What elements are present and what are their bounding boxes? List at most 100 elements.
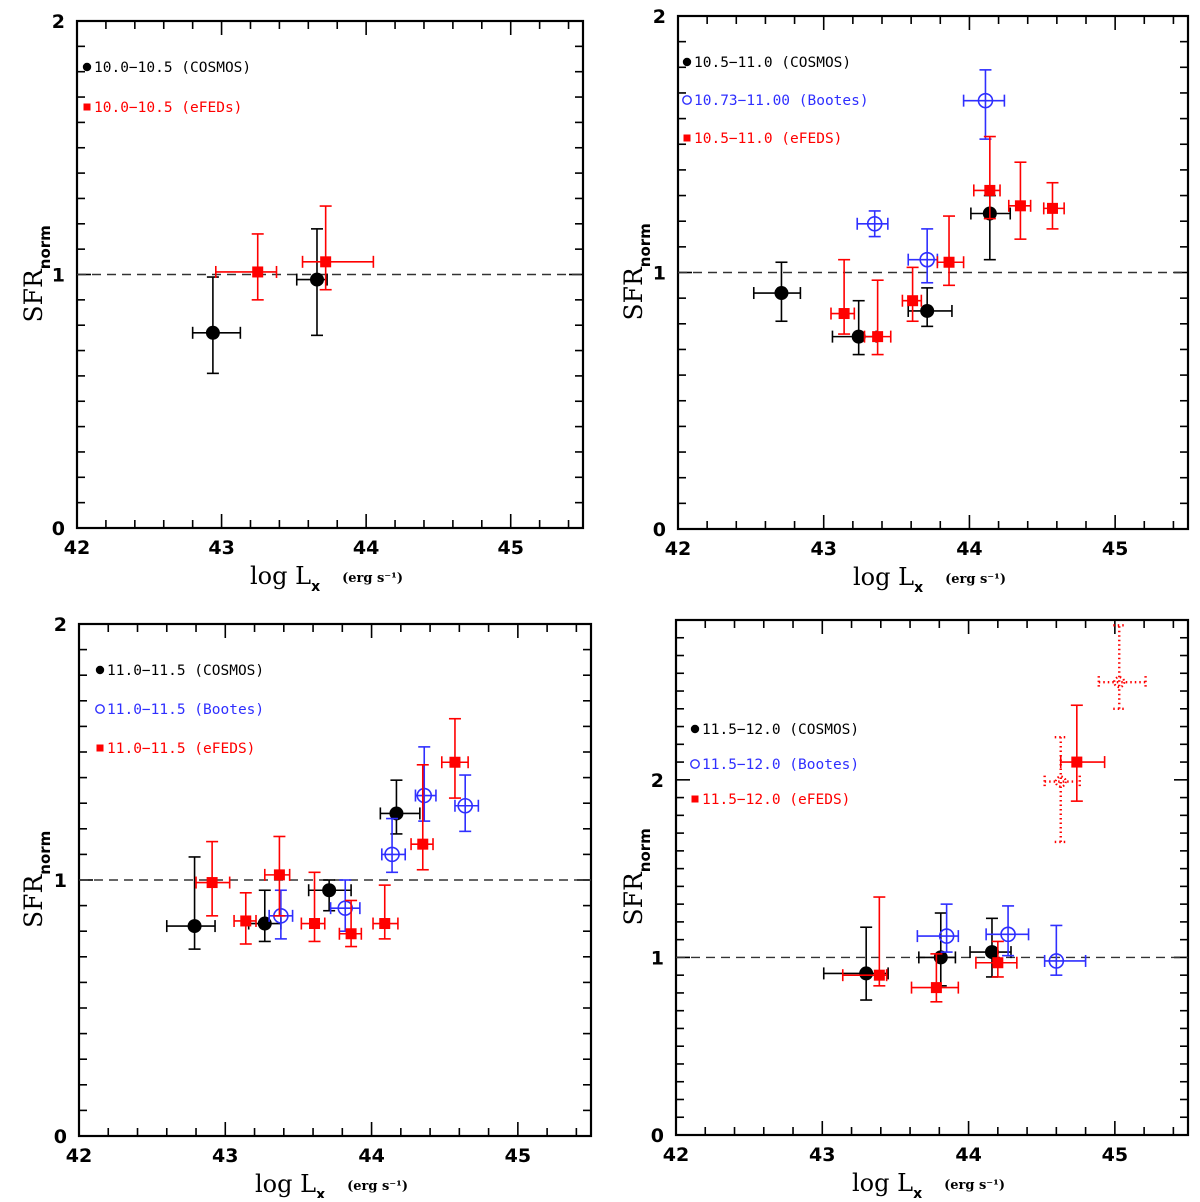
data-point xyxy=(307,879,352,912)
y-tick-label: 1 xyxy=(653,263,666,285)
legend-marker-filled-circle xyxy=(95,665,105,675)
marker-filled-circle xyxy=(322,883,337,898)
y-tick-label: 0 xyxy=(54,1126,67,1148)
y-tick-label: 0 xyxy=(653,519,666,541)
x-tick-label: 45 xyxy=(497,537,523,559)
data-point xyxy=(916,903,960,953)
data-point xyxy=(985,905,1030,957)
data-point xyxy=(856,210,889,238)
legend-marker-filled-circle xyxy=(690,724,700,734)
marker-filled-circle xyxy=(257,916,272,931)
marker-filled-square xyxy=(252,266,264,278)
legend-entry: 11.0−11.5 (Bootes) xyxy=(95,702,264,718)
marker-open-circle xyxy=(938,928,955,944)
legend-entry: 11.0−11.5 (eFEDS) xyxy=(96,741,255,757)
marker-open-circle xyxy=(866,215,883,232)
legend-label: 10.0−10.5 (COSMOS) xyxy=(94,60,251,76)
legend-label: 10.5−11.0 (eFEDS) xyxy=(694,131,842,147)
data-point xyxy=(233,891,257,945)
y-tick-label: 1 xyxy=(54,870,67,892)
marker-filled-circle xyxy=(309,272,324,287)
data-point xyxy=(454,774,480,833)
axis-ticks xyxy=(675,619,1188,1136)
x-tick-label: 43 xyxy=(810,538,836,560)
marker-filled-circle xyxy=(389,806,404,821)
legend-marker-filled-circle xyxy=(682,57,692,67)
legend-entry: 10.5−11.0 (COSMOS) xyxy=(682,55,851,71)
x-tick-label: 44 xyxy=(955,1144,981,1166)
marker-open-circle xyxy=(977,92,994,109)
data-point xyxy=(295,228,328,337)
legend-entry: 11.5−12.0 (Bootes) xyxy=(690,757,859,773)
marker-filled-square xyxy=(930,982,942,994)
series-2 xyxy=(830,135,1065,356)
x-tick-label: 42 xyxy=(663,1144,689,1166)
marker-dotted-circle xyxy=(1054,775,1067,788)
x-axis-label: log Lx(erg s⁻¹) xyxy=(853,563,1006,596)
legend-entry: 10.0−10.5 (COSMOS) xyxy=(82,60,251,76)
marker-filled-square xyxy=(1071,756,1083,768)
data-point xyxy=(268,889,294,940)
data-point xyxy=(191,276,242,375)
data-point xyxy=(414,746,437,822)
marker-filled-circle xyxy=(984,945,999,960)
marker-filled-circle xyxy=(859,966,874,981)
data-point xyxy=(372,884,399,940)
series-1 xyxy=(268,746,480,940)
series-2 xyxy=(195,717,469,948)
data-point xyxy=(1043,736,1081,844)
data-point xyxy=(1043,924,1087,976)
x-tick-label: 44 xyxy=(353,537,379,559)
data-point xyxy=(901,266,923,323)
x-tick-label: 43 xyxy=(809,1144,835,1166)
legend-entry: 11.0−11.5 (COSMOS) xyxy=(95,663,264,679)
chart-svg: 42 43 44 45 0 1 2 log Lx(erg s⁻¹) SFRnorm 10.0−10… xyxy=(19,11,585,595)
legend-marker-filled-square xyxy=(691,795,699,803)
y-axis-label: SFRnorm xyxy=(19,225,54,322)
legend-entry: 10.5−11.0 (eFEDS) xyxy=(683,131,842,147)
y-tick-label: 2 xyxy=(52,11,65,33)
y-axis-label: SFRnorm xyxy=(619,223,654,320)
marker-filled-square xyxy=(206,877,218,889)
y-tick-label: 0 xyxy=(651,1125,664,1147)
series-1 xyxy=(916,903,1087,976)
x-axis-label: log Lx(erg s⁻¹) xyxy=(852,1169,1005,1198)
x-axis-label: log Lx(erg s⁻¹) xyxy=(250,562,403,595)
y-axis-label: SFRnorm xyxy=(19,831,54,928)
data-point xyxy=(962,69,1006,140)
data-point xyxy=(936,215,965,287)
legend-label: 11.0−11.5 (eFEDS) xyxy=(107,741,255,757)
data-point xyxy=(1059,704,1106,802)
data-point xyxy=(214,233,278,301)
legend-marker-filled-circle xyxy=(82,62,92,72)
legend-label: 11.0−11.5 (Bootes) xyxy=(107,702,264,718)
series-0 xyxy=(752,194,1012,356)
x-tick-label: 44 xyxy=(956,538,982,560)
marker-filled-square xyxy=(379,918,391,930)
marker-filled-square xyxy=(984,184,996,196)
data-point xyxy=(338,899,363,948)
marker-filled-circle xyxy=(920,303,935,318)
data-point xyxy=(752,261,802,323)
panel-bottom-right: 42 43 44 45 0 1 2 log Lx(erg s⁻¹) SFRnorm 11.5−12… xyxy=(600,600,1200,1202)
marker-filled-square xyxy=(943,256,955,268)
data-point xyxy=(1042,181,1065,230)
legend-marker-open-circle xyxy=(95,704,105,714)
legend-marker-filled-square xyxy=(683,134,691,142)
marker-open-circle xyxy=(1000,926,1016,943)
data-point xyxy=(975,940,1018,978)
legend-entry: 11.5−12.0 (COSMOS) xyxy=(690,722,859,738)
legend-marker-open-circle xyxy=(690,759,700,769)
y-tick-label: 2 xyxy=(653,6,666,28)
y-tick-label: 1 xyxy=(52,265,65,287)
marker-filled-square xyxy=(273,869,285,881)
series-1 xyxy=(214,205,375,301)
legend-label: 11.5−12.0 (eFEDS) xyxy=(702,792,850,808)
x-tick-label: 43 xyxy=(208,537,234,559)
legend-label: 10.0−10.5 (eFEDs) xyxy=(94,100,242,116)
marker-filled-square xyxy=(345,928,357,940)
y-tick-label: 2 xyxy=(651,770,664,792)
marker-filled-square xyxy=(873,969,885,981)
marker-filled-square xyxy=(309,918,321,930)
chart-svg: 42 43 44 45 0 1 2 log Lx(erg s⁻¹) SFRnorm 11.0−11… xyxy=(19,614,593,1202)
